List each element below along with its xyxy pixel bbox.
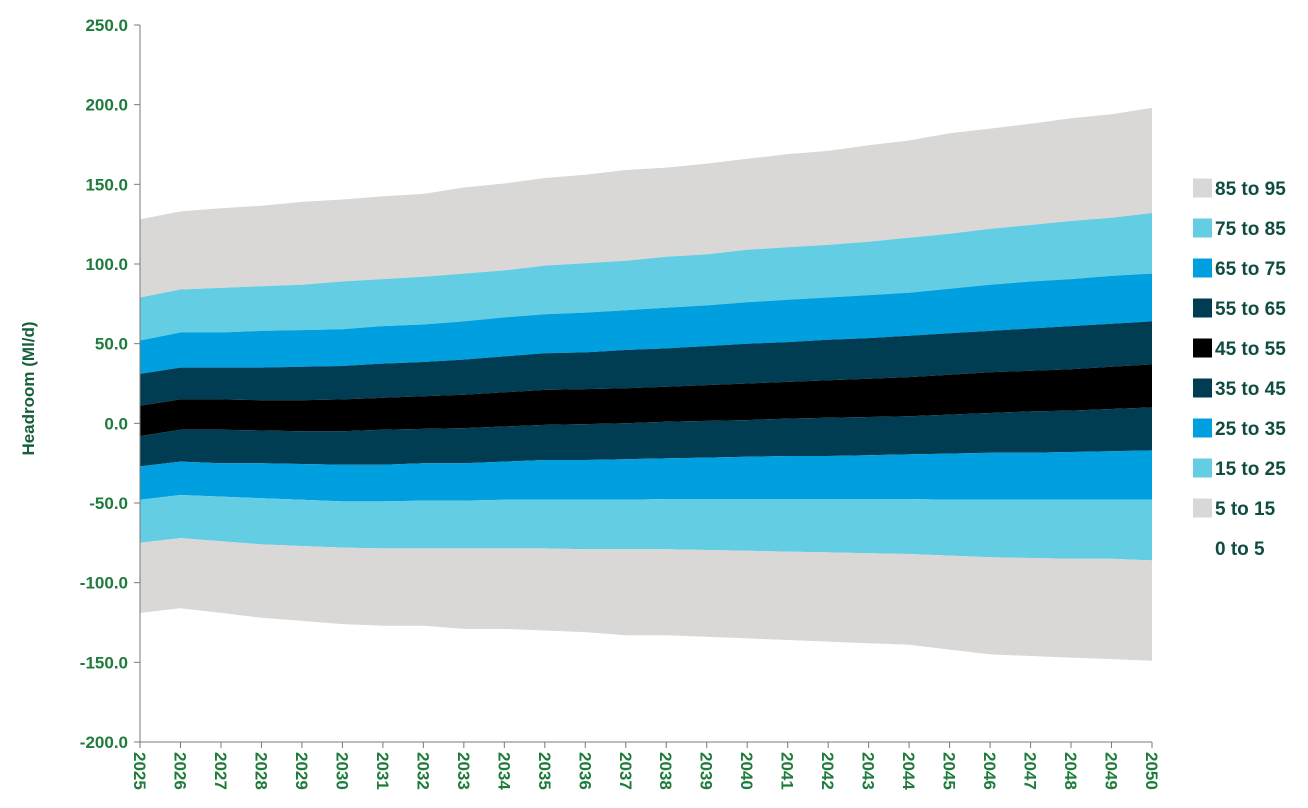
y-tick-label: -150.0 xyxy=(80,653,128,672)
y-tick-label: 50.0 xyxy=(95,335,128,354)
x-tick-label: 2028 xyxy=(251,752,270,790)
y-tick-label: -100.0 xyxy=(80,574,128,593)
x-tick-label: 2041 xyxy=(778,752,797,790)
band-area-4 xyxy=(140,364,1152,437)
x-tick-label: 2039 xyxy=(697,752,716,790)
y-tick-label: 0.0 xyxy=(104,414,128,433)
x-axis-ticks: 2025 2026 2027 2028 2029 2030 2031 2032 2033 2034… xyxy=(130,742,1161,790)
x-tick-label: 2036 xyxy=(575,752,594,790)
legend-label: 55 to 65 xyxy=(1215,299,1286,320)
legend-swatch xyxy=(1193,378,1212,398)
x-tick-label: 2033 xyxy=(454,752,473,790)
band-area-1 xyxy=(140,213,1152,341)
x-tick-label: 2030 xyxy=(332,752,351,790)
x-tick-label: 2031 xyxy=(373,752,392,790)
x-tick-label: 2029 xyxy=(292,752,311,790)
y-tick-label: -200.0 xyxy=(80,733,128,752)
legend-swatch xyxy=(1193,458,1212,478)
band-area-6 xyxy=(140,450,1152,502)
x-tick-label: 2049 xyxy=(1102,752,1121,790)
legend-label: 35 to 45 xyxy=(1215,379,1286,400)
legend-swatch xyxy=(1193,298,1212,318)
band-area-3 xyxy=(140,321,1152,406)
x-tick-label: 2025 xyxy=(130,752,149,790)
band-area-0 xyxy=(140,107,1152,298)
band-area-5 xyxy=(140,407,1152,467)
x-tick-label: 2042 xyxy=(818,752,837,790)
x-tick-label: 2043 xyxy=(859,752,878,790)
legend-swatch xyxy=(1193,218,1212,238)
x-tick-label: 2047 xyxy=(1021,752,1040,790)
band-areas xyxy=(140,107,1152,661)
legend-swatch xyxy=(1193,498,1212,518)
x-tick-label: 2034 xyxy=(494,752,513,790)
y-tick-label: 200.0 xyxy=(85,96,128,115)
x-tick-label: 2026 xyxy=(170,752,189,790)
y-tick-label: 100.0 xyxy=(85,255,128,274)
y-axis-title: Headroom (Ml/d) xyxy=(19,321,38,455)
legend-label: 75 to 85 xyxy=(1215,219,1286,240)
legend-swatch xyxy=(1193,418,1212,438)
legend-swatch xyxy=(1193,338,1212,358)
x-tick-label: 2032 xyxy=(413,752,432,790)
x-tick-label: 2044 xyxy=(899,752,918,790)
band-area-8 xyxy=(140,538,1152,661)
legend-swatch xyxy=(1193,178,1212,198)
y-axis-ticks: 250.0 200.0 150.0 100.0 50.0 0.0 -50.0 -100.0 -1… xyxy=(80,16,140,752)
legend-label: 15 to 25 xyxy=(1215,459,1286,480)
y-tick-label: 150.0 xyxy=(85,175,128,194)
legend-label: 65 to 75 xyxy=(1215,259,1286,280)
x-tick-label: 2046 xyxy=(980,752,999,790)
x-tick-label: 2038 xyxy=(656,752,675,790)
x-tick-label: 2045 xyxy=(940,752,959,790)
legend-swatch xyxy=(1193,258,1212,278)
band-area-2 xyxy=(140,273,1152,374)
legend-label: 85 to 95 xyxy=(1215,179,1286,200)
x-tick-label: 2037 xyxy=(616,752,635,790)
legend-label: 5 to 15 xyxy=(1215,499,1276,520)
x-tick-label: 2048 xyxy=(1061,752,1080,790)
legend-label: 25 to 35 xyxy=(1215,419,1286,440)
legend-swatch xyxy=(1193,538,1212,558)
band-area-7 xyxy=(140,495,1152,561)
legend-label: 0 to 5 xyxy=(1215,539,1265,560)
x-tick-label: 2050 xyxy=(1142,752,1161,790)
y-tick-label: 250.0 xyxy=(85,16,128,35)
legend-label: 45 to 55 xyxy=(1215,339,1286,360)
x-tick-label: 2040 xyxy=(737,752,756,790)
y-tick-label: -50.0 xyxy=(89,494,128,513)
x-tick-label: 2027 xyxy=(211,752,230,790)
x-tick-label: 2035 xyxy=(535,752,554,790)
legend: 85 to 95 75 to 85 65 to 75 55 to 65 45 to 55… xyxy=(1193,178,1286,560)
